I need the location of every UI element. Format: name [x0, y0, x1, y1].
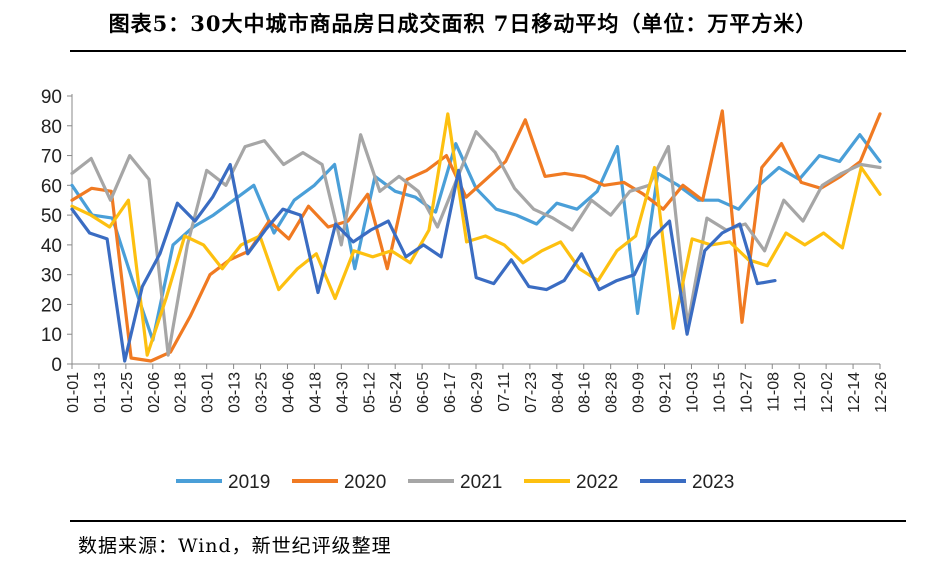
legend-label-2020: 2020 [344, 472, 386, 493]
x-tick-label: 01-25 [119, 372, 136, 413]
legend-label-2021: 2021 [460, 472, 502, 493]
series-line-2023 [70, 162, 777, 363]
y-tick-label: 60 [41, 176, 62, 197]
x-tick-label: 09-21 [658, 372, 675, 413]
x-tick-label: 01-13 [92, 372, 109, 413]
line-chart: 0 10 20 30 40 50 60 70 80 90 01-01 01-13 01-25 02-06 0… [41, 87, 890, 493]
y-tick-label: 20 [41, 295, 62, 316]
axes: 0 10 20 30 40 50 60 70 80 90 01-01 01-13 01-25 02-06 0… [41, 87, 890, 413]
y-tick-label: 90 [41, 87, 62, 108]
x-tick-label: 03-25 [254, 372, 271, 413]
y-tick-label: 0 [51, 355, 62, 376]
legend-label-2019: 2019 [228, 472, 270, 493]
x-tick-label: 12-26 [873, 372, 890, 413]
x-tick-label: 09-09 [631, 372, 648, 413]
x-tick-label: 04-18 [307, 372, 324, 413]
x-tick-label: 05-24 [388, 372, 405, 413]
series-line-2020 [70, 109, 882, 363]
x-tick-label: 11-08 [765, 372, 782, 412]
legend-label-2022: 2022 [576, 472, 618, 493]
x-tick-label: 01-01 [65, 372, 82, 413]
x-tick-label: 06-05 [415, 372, 432, 413]
x-tick-label: 08-04 [550, 372, 567, 413]
x-tick-label: 06-29 [469, 372, 486, 413]
source-note: 数据来源：Wind，新世纪评级整理 [78, 535, 392, 557]
series-lines [70, 109, 882, 363]
x-tick-label: 08-28 [604, 372, 621, 413]
x-tick-label: 05-12 [361, 372, 378, 413]
x-tick-label: 03-01 [200, 372, 217, 413]
x-tick-label: 10-27 [738, 372, 755, 413]
legend: 2019 2020 2021 2022 2023 [176, 472, 734, 493]
x-tick-label: 06-17 [442, 372, 459, 413]
chart-title: 图表5：30大中城市商品房日成交面积 7日移动平均（单位：万平方米） [108, 11, 818, 36]
title-rule [70, 50, 906, 52]
y-tick-label: 70 [41, 147, 62, 168]
x-tick-label: 10-03 [684, 372, 701, 413]
x-tick-label: 04-06 [280, 372, 297, 413]
legend-label-2023: 2023 [692, 472, 734, 493]
x-tick-label: 02-18 [173, 372, 190, 413]
source-rule [70, 520, 906, 522]
x-tick-label: 03-13 [227, 372, 244, 413]
x-tick-label: 12-02 [819, 372, 836, 413]
x-tick-label: 08-16 [577, 372, 594, 413]
x-tick-label: 07-23 [523, 372, 540, 413]
y-tick-label: 40 [41, 236, 62, 257]
series-line-2021 [70, 130, 882, 357]
y-tick-label: 50 [41, 206, 62, 227]
x-tick-label: 04-30 [334, 372, 351, 413]
y-tick-label: 10 [41, 325, 62, 346]
x-tick-label: 10-15 [711, 372, 728, 413]
x-tick-label: 02-06 [146, 372, 163, 413]
y-tick-label: 80 [41, 117, 62, 138]
y-tick-label: 30 [41, 266, 62, 287]
x-tick-label: 07-11 [496, 372, 513, 412]
series-line-2022 [70, 112, 882, 357]
x-tick-label: 12-14 [846, 372, 863, 413]
x-tick-label: 11-20 [792, 372, 809, 412]
